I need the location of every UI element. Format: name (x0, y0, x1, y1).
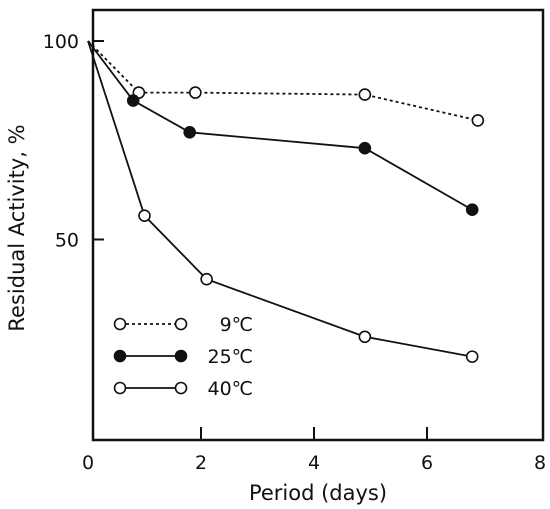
legend-marker (174, 349, 188, 363)
series-0 (87, 40, 485, 127)
x-tick-label: 4 (308, 452, 320, 474)
legend-marker (113, 349, 127, 363)
legend-marker (113, 317, 127, 331)
y-axis-title: Residual Activity, % (5, 124, 29, 331)
legend: 9℃ 25℃ 40℃ (113, 314, 253, 400)
legend-marker (174, 317, 188, 331)
open-data-point (465, 350, 479, 363)
filled-data-point (126, 94, 140, 107)
legend-label: 40℃ (207, 378, 253, 400)
filled-data-point (183, 126, 196, 139)
open-data-point (189, 86, 202, 99)
filled-data-point (465, 203, 479, 217)
axis-ticks (93, 40, 428, 440)
filled-data-point (358, 141, 372, 155)
series-layer (87, 40, 485, 363)
plot-frame (91, 8, 545, 442)
x-tick-label: 6 (421, 452, 433, 474)
open-data-point (358, 330, 372, 344)
y-tick-label: 100 (43, 31, 79, 53)
x-tick-label: 8 (534, 452, 546, 474)
legend-marker (113, 381, 127, 395)
y-tick-label: 50 (55, 230, 79, 252)
x-tick-label: 0 (82, 452, 94, 474)
x-axis-title: Period (days) (249, 481, 387, 505)
axis-tick-labels: 0 2 4 6 8 50 100 (43, 31, 546, 474)
legend-label: 9℃ (220, 314, 253, 336)
series-2 (87, 40, 479, 363)
open-data-point (358, 88, 372, 101)
open-data-point (200, 272, 213, 286)
legend-marker (174, 381, 188, 395)
legend-label: 25℃ (207, 346, 253, 368)
open-data-point (138, 209, 151, 222)
series-1 (87, 40, 479, 217)
series-line (87, 40, 473, 211)
x-tick-label: 2 (195, 452, 207, 474)
open-data-point (471, 114, 485, 127)
series-line (87, 40, 473, 358)
